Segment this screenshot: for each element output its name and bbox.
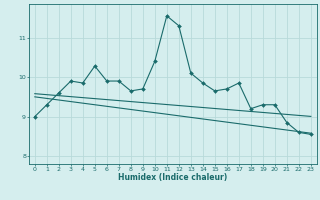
X-axis label: Humidex (Indice chaleur): Humidex (Indice chaleur) [118, 173, 228, 182]
